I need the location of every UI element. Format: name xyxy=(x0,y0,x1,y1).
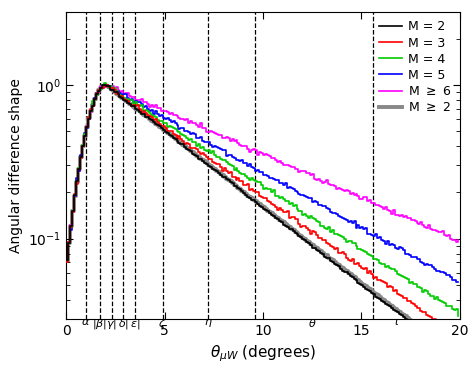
M $\geq$ 2 xyxy=(138,110,144,115)
M = 5 xyxy=(103,83,109,88)
M = 2 xyxy=(64,258,69,263)
M = 2 xyxy=(87,109,93,113)
M = 3 xyxy=(103,83,109,88)
M $\geq$ 2 xyxy=(437,342,443,346)
Line: M = 2: M = 2 xyxy=(66,85,458,359)
M $\geq$ 2 xyxy=(455,356,461,360)
M = 5 xyxy=(423,262,429,266)
M $\geq$ 6 xyxy=(170,113,175,117)
M $\geq$ 2 xyxy=(101,82,107,87)
M = 2 xyxy=(170,136,175,140)
M = 3 xyxy=(455,332,461,337)
M = 4 xyxy=(64,259,69,263)
M = 5 xyxy=(64,258,69,262)
Text: $\eta$: $\eta$ xyxy=(204,317,212,329)
Y-axis label: Angular difference shape: Angular difference shape xyxy=(9,78,23,253)
Line: M $\geq$ 2: M $\geq$ 2 xyxy=(66,85,458,358)
M = 4 xyxy=(437,298,443,303)
M = 2 xyxy=(99,83,105,88)
M = 5 xyxy=(87,107,93,112)
M = 5 xyxy=(79,144,85,148)
Text: $\delta|$: $\delta|$ xyxy=(118,317,129,331)
M = 4 xyxy=(79,143,85,147)
M $\geq$ 6 xyxy=(87,110,93,114)
M = 5 xyxy=(453,280,459,285)
M = 2 xyxy=(423,334,429,338)
Line: M = 4: M = 4 xyxy=(66,83,458,316)
Text: $\gamma|$: $\gamma|$ xyxy=(106,317,117,331)
M $\geq$ 6 xyxy=(455,238,461,243)
Text: $\zeta$: $\zeta$ xyxy=(158,317,167,331)
X-axis label: $\theta_{\mu W}$ (degrees): $\theta_{\mu W}$ (degrees) xyxy=(210,343,316,364)
M $\geq$ 2 xyxy=(64,259,69,263)
Text: $|\beta|$: $|\beta|$ xyxy=(92,317,107,331)
M = 5 xyxy=(138,102,144,107)
M = 5 xyxy=(170,119,175,123)
M $\geq$ 2 xyxy=(423,331,429,336)
M = 4 xyxy=(170,126,175,130)
M $\geq$ 6 xyxy=(79,144,85,148)
M = 3 xyxy=(87,107,93,111)
Text: $\alpha$: $\alpha$ xyxy=(82,317,91,327)
M = 3 xyxy=(170,132,175,137)
M = 3 xyxy=(437,321,443,326)
Line: M $\geq$ 6: M $\geq$ 6 xyxy=(66,85,458,260)
M = 5 xyxy=(437,270,443,275)
M $\geq$ 6 xyxy=(138,97,144,102)
M = 2 xyxy=(455,357,461,362)
M = 3 xyxy=(423,312,429,317)
Text: $\epsilon|$: $\epsilon|$ xyxy=(130,317,140,331)
M = 3 xyxy=(79,143,85,148)
M = 3 xyxy=(138,110,144,115)
M $\geq$ 6 xyxy=(103,83,109,88)
M = 4 xyxy=(138,103,144,108)
M $\geq$ 2 xyxy=(87,109,93,113)
M = 4 xyxy=(455,314,461,318)
M $\geq$ 6 xyxy=(64,258,69,263)
M $\geq$ 6 xyxy=(437,230,443,235)
M = 5 xyxy=(455,279,461,284)
M = 4 xyxy=(101,81,107,86)
M = 2 xyxy=(79,144,85,149)
Line: M = 5: M = 5 xyxy=(66,85,458,282)
M $\geq$ 6 xyxy=(423,225,429,230)
M = 2 xyxy=(437,344,443,349)
M = 4 xyxy=(87,109,93,113)
M $\geq$ 2 xyxy=(170,135,175,139)
M = 2 xyxy=(138,111,144,116)
M = 4 xyxy=(423,289,429,293)
M $\geq$ 2 xyxy=(79,144,85,148)
Text: $\iota$: $\iota$ xyxy=(394,317,399,327)
M = 3 xyxy=(64,260,69,265)
Legend: M = 2, M = 3, M = 4, M = 5, M $\geq$ 6, M $\geq$ 2: M = 2, M = 3, M = 4, M = 5, M $\geq$ 6, … xyxy=(376,18,454,117)
Line: M = 3: M = 3 xyxy=(66,85,458,335)
Text: $\theta$: $\theta$ xyxy=(308,317,317,329)
